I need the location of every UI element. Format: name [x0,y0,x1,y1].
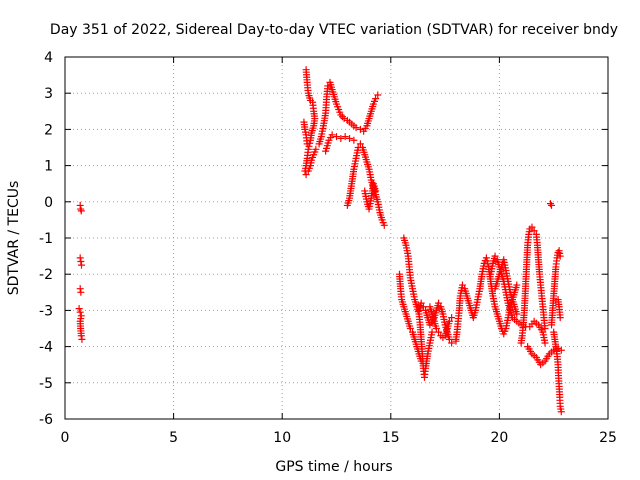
data-point [445,335,453,343]
data-point [541,339,549,347]
data-point [350,136,358,144]
y-tick-label: 4 [44,50,53,66]
data-point [419,303,427,311]
data-point [303,140,311,148]
data-point [77,207,85,215]
data-point [75,305,83,313]
y-axis-title: SDTVAR / TECUs [6,181,22,296]
y-tick-label: 3 [44,86,53,102]
data-point [77,288,85,296]
data-point [530,227,538,235]
data-point [372,95,380,103]
x-axis-title: GPS time / hours [275,459,392,475]
data-point [435,299,443,307]
x-tick-label: 0 [61,430,70,446]
grid-layer [65,57,608,419]
data-point [76,254,84,262]
x-tick-label: 10 [273,430,291,446]
y-tick-label: 1 [44,159,53,175]
data-point [380,221,388,229]
data-point [352,124,360,132]
data-point [406,325,414,332]
y-tick-label: 0 [44,195,53,211]
x-tick-label: 20 [490,430,508,446]
x-tick-label: 5 [169,430,178,446]
axis-layer: 0 5 10 15 20 25 -6 -5 -4 -3 -2 -1 0 1 2 3 4 [39,50,617,446]
data-point [328,131,336,139]
data-point [556,252,564,260]
x-tick-label: 25 [599,430,617,446]
data-point [448,339,456,347]
data-point [482,254,490,262]
data-point [513,281,521,289]
data-point [306,136,314,144]
data-point [548,201,556,209]
data-point [428,328,436,336]
y-tick-label: -5 [39,376,53,392]
data-point [458,281,466,289]
data-point [417,299,425,307]
data-point [76,285,84,293]
data-point [312,145,320,153]
data-point [556,314,564,322]
data-layer [75,66,565,416]
y-tick-label: -2 [39,267,53,283]
data-point [76,308,84,316]
chart-title: Day 351 of 2022, Sidereal Day-to-day VTE… [50,22,618,38]
data-point [78,335,86,343]
data-point [513,310,521,318]
data-point [557,346,565,354]
data-point [77,258,85,266]
y-tick-label: 2 [44,122,53,138]
data-point [445,317,453,325]
data-point [346,134,354,142]
data-point [374,91,382,99]
data-point [448,314,456,322]
data-point [484,260,492,268]
y-tick-label: -1 [39,231,53,247]
data-point [77,332,85,340]
data-point [435,328,443,336]
data-point [432,325,440,332]
data-point [541,325,549,332]
data-point [333,133,340,141]
x-tick-label: 15 [382,430,400,446]
data-point [78,261,86,269]
data-point [372,187,380,195]
data-point [483,257,491,265]
data-point [491,252,499,260]
data-point [528,223,536,231]
data-point [341,133,349,141]
data-point [417,357,425,365]
data-point [302,171,310,179]
y-tick-label: -6 [39,412,53,428]
data-point [337,134,345,142]
y-tick-label: -3 [39,303,53,319]
y-tick-label: -4 [39,340,53,356]
data-point [356,140,364,148]
data-point [557,408,565,416]
